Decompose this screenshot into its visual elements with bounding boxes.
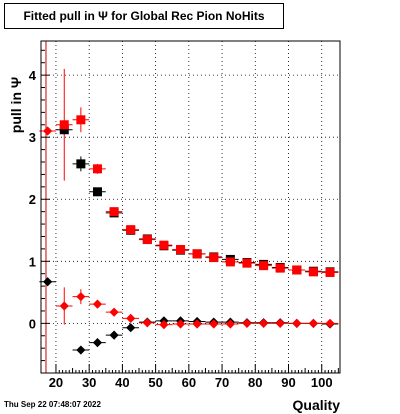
square-marker [92,187,102,197]
square-marker [76,115,86,125]
diamond-marker [76,345,86,355]
x-tick-label: 30 [82,375,96,390]
square-marker [92,164,102,174]
x-tick-label: 50 [148,375,162,390]
tick-labels: 20 30 40 50 60 70 80 90 100 0 1 2 3 4 [29,68,333,390]
diamond-marker [175,319,186,329]
error-bars [39,68,339,354]
x-tick-label: 60 [182,375,196,390]
diamond-marker [59,301,69,311]
square-marker [325,267,335,277]
x-axis-label: Quality [293,397,341,413]
diamond-marker [109,307,119,317]
y-axis-label: pull in Ψ [8,77,24,133]
square-marker [142,235,152,245]
y-tick-label: 2 [29,192,36,207]
x-tick-label: 20 [49,375,63,390]
diamond-marker [92,337,103,348]
square-marker [59,120,69,130]
x-tick-label: 80 [248,375,262,390]
diamond-marker [126,323,136,333]
diamond-marker [192,319,202,329]
diamond-marker [142,318,152,328]
diamond-marker [76,292,86,302]
square-marker [176,245,186,255]
diamond-marker [225,319,235,329]
square-marker [192,249,202,259]
plot-frame [40,40,341,374]
diamond-marker [159,319,169,330]
square-marker [308,267,318,277]
diamond-marker [308,318,319,328]
square-marker [59,125,69,135]
chart-title: Fitted pull in Ψ for Global Rec Pion NoH… [23,9,265,23]
data-points [43,115,335,355]
x-tick-label: 90 [281,375,295,390]
square-marker [259,261,269,271]
diamond-marker [126,313,136,323]
y-tick-label: 3 [29,130,36,145]
square-marker [159,240,169,250]
square-marker [76,159,86,169]
diamond-marker [43,277,53,287]
diamond-marker [109,330,119,340]
axis-ticks [41,49,339,374]
square-marker [209,253,219,263]
square-marker [225,257,235,267]
diamond-marker [258,318,269,328]
square-marker [242,258,252,268]
square-marker [126,225,136,235]
x-tick-label: 40 [115,375,129,390]
grid [41,41,340,373]
diamond-marker [242,318,252,328]
y-tick-label: 4 [29,68,37,83]
x-tick-label: 70 [215,375,229,390]
chart-title-box: Fitted pull in Ψ for Global Rec Pion NoH… [4,3,284,29]
diamond-marker [43,126,53,136]
date-stamp: Thu Sep 22 07:48:07 2022 [4,400,101,409]
square-marker [109,207,119,217]
square-marker [275,263,285,273]
square-marker [292,265,302,275]
diamond-marker [292,318,302,328]
diamond-marker [325,318,335,328]
diamond-marker [92,299,103,309]
y-tick-label: 1 [29,254,36,269]
y-tick-label: 0 [29,316,36,331]
diamond-marker [209,319,219,329]
x-tick-label: 100 [311,375,333,390]
diamond-marker [275,318,285,328]
